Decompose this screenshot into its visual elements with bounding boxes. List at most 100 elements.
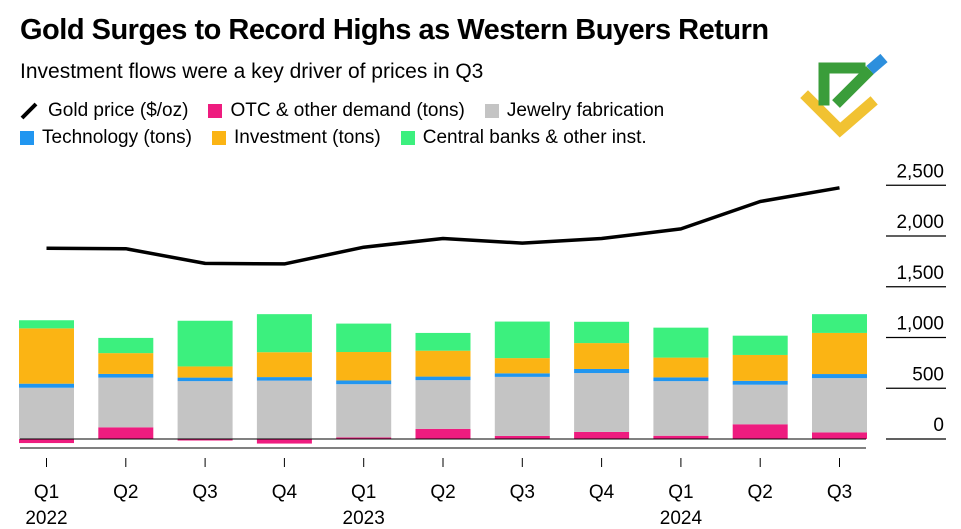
- bar-segment-investment: [256, 352, 312, 378]
- bar-segment-central: [19, 320, 74, 329]
- bar-segment-central: [256, 314, 312, 353]
- bar-segment-jewelry: [415, 380, 471, 429]
- chart-title: Gold Surges to Record Highs as Western B…: [20, 14, 769, 46]
- bar-segment-investment: [177, 366, 233, 378]
- bar-segment-central: [336, 323, 392, 353]
- legend-label-investment: Investment (tons): [233, 127, 381, 148]
- bar-segment-investment: [812, 332, 867, 375]
- bar-segment-jewelry: [574, 373, 630, 432]
- y-tick-label: 2,000: [896, 212, 944, 233]
- bar-segment-central: [415, 332, 471, 351]
- bar-segment-jewelry: [256, 380, 312, 439]
- y-tick-label: 500: [912, 364, 944, 385]
- bar-segment-technology: [653, 377, 709, 382]
- bar-segment-technology: [98, 373, 154, 378]
- bar-segment-jewelry: [494, 376, 550, 436]
- bar-segment-otc: [732, 424, 788, 439]
- bar-segment-central: [574, 321, 630, 344]
- bar-segment-central: [494, 321, 550, 359]
- x-tick-label: Q4: [589, 482, 615, 503]
- bar-segment-investment: [415, 350, 471, 377]
- x-tick-label: Q3: [510, 482, 535, 503]
- bar-segment-jewelry: [812, 378, 867, 433]
- legend-row-2: Technology (tons) Investment (tons) Cent…: [20, 127, 667, 149]
- bar-segment-jewelry: [177, 381, 233, 439]
- bar-segment-jewelry: [732, 384, 788, 425]
- bar-segment-otc: [19, 439, 74, 444]
- bar-segment-technology: [494, 373, 550, 377]
- y-tick-label: 2,500: [896, 161, 944, 182]
- x-tick-label: Q3: [192, 482, 217, 503]
- bar-segment-otc: [177, 439, 233, 441]
- legend-swatch-investment: [211, 131, 226, 145]
- bar-segment-jewelry: [336, 384, 392, 438]
- x-year-label: 2022: [25, 508, 67, 529]
- legend-label-technology: Technology (tons): [42, 127, 192, 148]
- bar-segment-otc: [574, 431, 630, 439]
- bar-segment-investment: [494, 358, 550, 374]
- x-year-label: 2024: [660, 508, 703, 529]
- x-tick-label: Q2: [113, 482, 138, 503]
- bar-segment-investment: [653, 357, 709, 378]
- legend-item-investment: Investment (tons): [211, 127, 381, 149]
- bar-segment-technology: [415, 376, 471, 381]
- bar-segment-technology: [812, 374, 867, 379]
- x-tick-label: Q4: [272, 482, 298, 503]
- bar-segment-otc: [812, 432, 867, 439]
- bar-segment-investment: [98, 353, 154, 374]
- bar-segment-central: [812, 314, 867, 333]
- legend-item-gold: Gold price ($/oz): [20, 100, 188, 122]
- bar-segment-central: [98, 337, 154, 354]
- y-tick-label: 1,000: [896, 314, 944, 335]
- legend-row-1: Gold price ($/oz) OTC & other demand (to…: [20, 100, 684, 122]
- legend-swatch-otc: [208, 104, 223, 118]
- x-tick-label: Q1: [351, 482, 376, 503]
- legend-item-technology: Technology (tons): [20, 127, 192, 149]
- bar-segment-otc: [98, 427, 154, 439]
- bar-segment-technology: [177, 377, 233, 382]
- y-tick-label: 1,500: [896, 263, 944, 284]
- bar-segment-technology: [574, 368, 630, 374]
- gold-price-line: [46, 186, 840, 266]
- bar-segment-investment: [574, 343, 630, 369]
- legend-item-jewelry: Jewelry fabrication: [484, 100, 665, 122]
- bar-segment-otc: [653, 435, 709, 439]
- bar-segment-otc: [494, 435, 550, 439]
- legend-swatch-jewelry: [484, 104, 499, 118]
- x-year-label: 2023: [343, 508, 385, 529]
- chart-subtitle: Investment flows were a key driver of pr…: [20, 60, 484, 83]
- bar-segment-otc: [336, 437, 392, 439]
- legend-item-central: Central banks & other inst.: [400, 127, 647, 149]
- legend-swatch-gold: [20, 102, 38, 120]
- y-tick-label: 0: [933, 415, 944, 436]
- bar-segment-technology: [732, 380, 788, 385]
- legend-item-otc: OTC & other demand (tons): [208, 100, 465, 122]
- bar-segment-technology: [256, 377, 312, 381]
- bar-segment-jewelry: [653, 381, 709, 436]
- x-tick-label: Q1: [668, 482, 693, 503]
- bar-segment-otc: [256, 439, 312, 444]
- x-tick-label: Q1: [34, 482, 59, 503]
- x-tick-label: Q3: [827, 482, 852, 503]
- bar-segment-central: [653, 327, 709, 358]
- bar-segment-investment: [732, 354, 788, 381]
- brand-logo-icon: [800, 53, 888, 138]
- x-tick-label: Q2: [748, 482, 773, 503]
- bar-segment-otc: [415, 428, 471, 439]
- bar-segment-central: [732, 335, 788, 355]
- legend-swatch-central: [400, 131, 415, 145]
- x-tick-label: Q2: [430, 482, 455, 503]
- legend-label-otc: OTC & other demand (tons): [230, 100, 465, 121]
- bar-segment-jewelry: [19, 387, 74, 439]
- legend-swatch-technology: [20, 131, 34, 145]
- bar-segment-investment: [19, 328, 74, 384]
- bar-segment-investment: [336, 352, 392, 381]
- bar-segment-central: [177, 320, 233, 367]
- legend-label-central: Central banks & other inst.: [422, 127, 647, 148]
- legend-label-gold: Gold price ($/oz): [48, 100, 189, 121]
- bar-segment-technology: [19, 383, 74, 388]
- bar-segment-technology: [336, 380, 392, 385]
- bar-segment-jewelry: [98, 377, 154, 428]
- legend-label-jewelry: Jewelry fabrication: [506, 100, 665, 121]
